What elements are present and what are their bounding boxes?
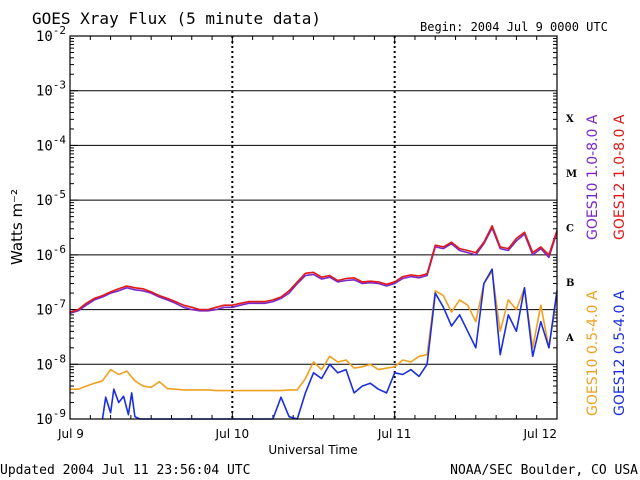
flare-class-m: M (566, 169, 577, 180)
x-axis-label: Universal Time (268, 443, 357, 457)
y-tick-label: 10-9 (36, 407, 66, 428)
legend-long-wavelength: GOES10 1.0-8.0 A GOES12 1.0-8.0 A (585, 114, 628, 240)
y-tick-label: 10-2 (36, 24, 66, 45)
series-goes12-0-5-4-0-a (101, 268, 558, 420)
y-tick-label: 10-3 (36, 79, 66, 100)
y-tick-label: 10-7 (36, 298, 66, 319)
flare-class-b: B (566, 278, 574, 289)
series-goes12-1-0-8-0-a (69, 225, 558, 313)
flare-class-labels: X M C B A (565, 114, 577, 344)
x-tick-labels: Jul 9 Jul 10 Jul 11 Jul 12 (57, 427, 557, 441)
credit-text: NOAA/SEC Boulder, CO USA (450, 463, 638, 478)
x-tick-label: Jul 10 (215, 427, 250, 441)
legend-short-wavelength: GOES10 0.5-4.0 A GOES12 0.5-4.0 A (585, 290, 628, 416)
legend-item: GOES12 1.0-8.0 A (612, 114, 628, 240)
updated-time: Updated 2004 Jul 11 23:56:04 UTC (0, 463, 250, 478)
y-axis-label: Watts m⁻² (8, 189, 26, 265)
series-goes10-1-0-8-0-a (69, 227, 558, 315)
y-tick-label: 10-6 (36, 243, 66, 264)
flare-class-a: A (565, 333, 574, 344)
flare-class-c: C (566, 224, 574, 235)
plot-series (69, 225, 558, 420)
y-tick-label: 10-8 (36, 352, 66, 373)
plot-frame (69, 35, 558, 420)
flare-class-x: X (566, 114, 574, 125)
legend-item: GOES10 1.0-8.0 A (585, 114, 601, 240)
series-goes10-0-5-4-0-a (70, 270, 558, 392)
chart-title: GOES Xray Flux (5 minute data) (32, 9, 321, 28)
begin-time: Begin: 2004 Jul 9 0000 UTC (420, 20, 608, 34)
x-tick-label: Jul 11 (377, 427, 412, 441)
y-tick-label: 10-5 (36, 188, 66, 209)
y-tick-label: 10-4 (36, 133, 66, 154)
y-tick-labels: 10-9 10-8 10-7 10-6 10-5 10-4 10-3 10-2 (36, 24, 66, 428)
legend-item: GOES12 0.5-4.0 A (612, 290, 628, 416)
x-tick-label: Jul 12 (522, 427, 557, 441)
x-tick-label: Jul 9 (57, 427, 84, 441)
legend-item: GOES10 0.5-4.0 A (585, 290, 601, 416)
